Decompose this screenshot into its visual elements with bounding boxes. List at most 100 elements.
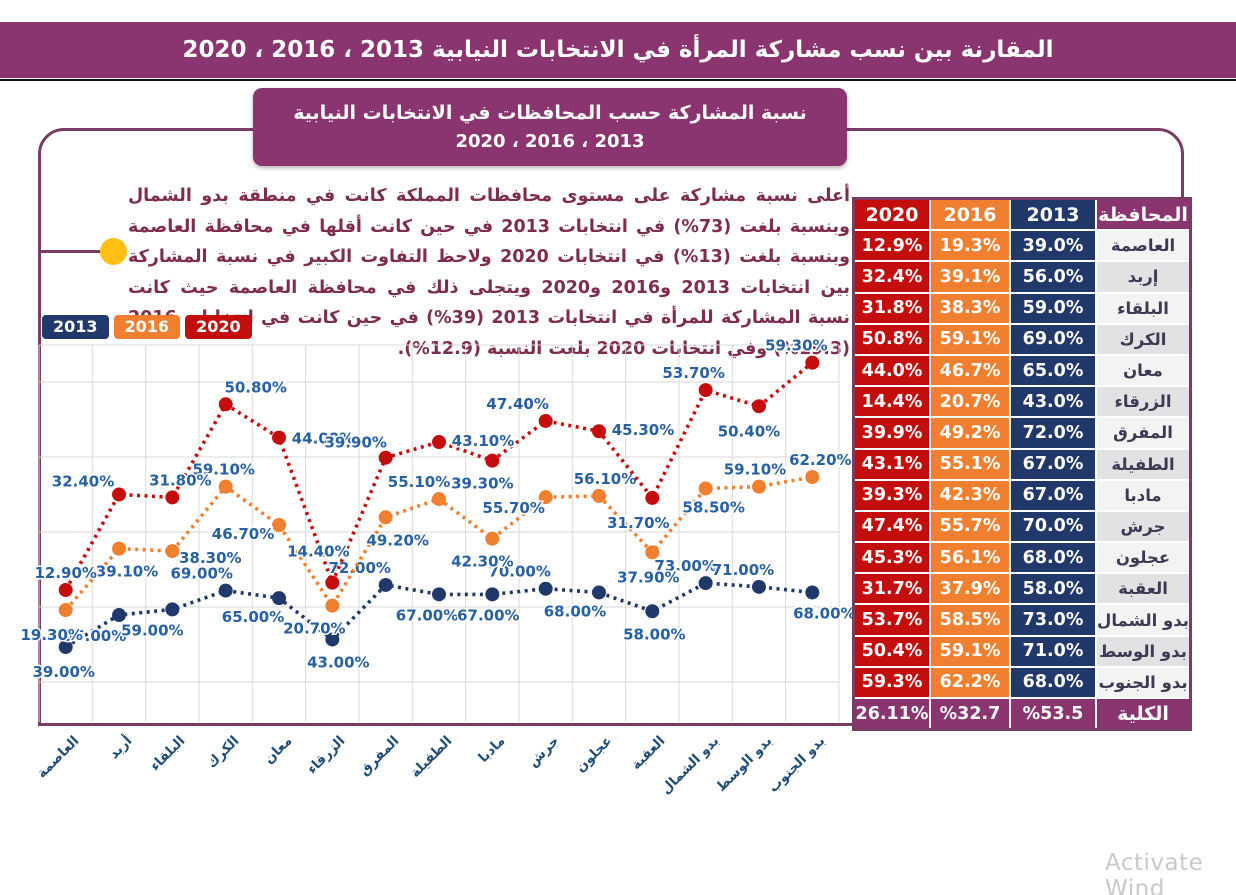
data-label-2020: 59.30% — [765, 337, 827, 355]
data-point-2020 — [751, 399, 766, 414]
annotation-paragraph: أعلى نسبة مشاركة على مستوى محافظات الممل… — [128, 186, 851, 359]
data-point-2016 — [165, 544, 180, 559]
data-label-2020: 12.90% — [34, 564, 96, 582]
data-label-2020: 31.70% — [607, 514, 669, 532]
data-point-2020 — [272, 430, 287, 445]
table-cell-gov: الزرقاء — [1097, 387, 1189, 417]
table-cell-gov: بدو الجنوب — [1097, 667, 1189, 697]
data-label-2016: 59.10% — [724, 461, 786, 479]
table-cell-gov: البلقاء — [1097, 293, 1189, 323]
data-point-2013 — [485, 587, 500, 602]
table-cell-y2020: 39.3% — [855, 480, 929, 510]
table-cell-y2013: 59.0% — [1011, 293, 1095, 323]
data-label-2016: 55.10% — [388, 473, 450, 491]
data-label-2016: 49.20% — [366, 531, 428, 549]
data-point-2013 — [538, 581, 553, 596]
table-cell-y2013: 39.0% — [1011, 231, 1095, 261]
legend-chip-2013: 2013 — [42, 315, 109, 339]
data-label-2016: 19.30% — [20, 626, 82, 644]
data-label-2013: 72.00% — [328, 559, 390, 577]
data-label-2016: 55.70% — [482, 499, 544, 517]
table-cell-y2013: 72.0% — [1011, 418, 1095, 448]
table-cell-y2013: 69.0% — [1011, 324, 1095, 354]
data-point-2020 — [645, 490, 660, 505]
data-label-2013: 43.00% — [307, 653, 369, 671]
data-point-2020 — [698, 383, 713, 398]
table-cell-y2016: 37.9% — [931, 574, 1009, 604]
table-cell-gov: مادبا — [1097, 480, 1189, 510]
table-cell-y2016: 19.3% — [931, 231, 1009, 261]
data-point-2016 — [325, 598, 340, 613]
data-point-2013 — [165, 602, 180, 617]
data-label-2016: 38.30% — [179, 549, 241, 567]
data-point-2013 — [378, 577, 393, 592]
table-cell-y2020: 31.7% — [855, 574, 929, 604]
data-point-2020 — [805, 355, 820, 370]
data-point-2020 — [218, 397, 233, 412]
data-point-2016 — [378, 510, 393, 525]
data-point-2020 — [592, 424, 606, 439]
table-cell-y2020: 39.9% — [855, 418, 929, 448]
data-label-2020: 50.80% — [224, 378, 286, 396]
line-chart: 39.00% 56.00%59.00% 69.00% 65.00% 43.00% 72.0… — [19, 335, 857, 722]
table-cell-y2020: 45.3% — [855, 543, 929, 573]
data-point-2016 — [485, 531, 500, 546]
table-cell-gov: معان — [1097, 355, 1189, 386]
data-point-2013 — [592, 585, 606, 600]
page-title-bar: المقارنة بين نسب مشاركة المرأة في الانتخ… — [0, 22, 1236, 78]
data-point-2016 — [538, 490, 553, 505]
data-label-2013: 65.00% — [222, 608, 284, 626]
activate-windows-watermark: Activate Wind Go to Settings to a — [1105, 850, 1236, 895]
table-cell-gov: المفرق — [1097, 418, 1189, 448]
data-point-2020 — [485, 453, 500, 468]
data-point-2013 — [805, 585, 820, 600]
table-cell-y2020: 43.1% — [855, 449, 929, 479]
legend-chip-2016: 2016 — [113, 315, 181, 339]
data-label-2020: 14.40% — [287, 543, 349, 561]
data-label-2020: 47.40% — [486, 395, 548, 413]
data-point-2013 — [58, 640, 73, 654]
table-cell-y2020: 59.3% — [855, 667, 929, 697]
data-label-2016: 20.70% — [283, 620, 345, 638]
data-point-2013 — [325, 632, 340, 647]
data-label-2013: 67.00% — [457, 606, 519, 624]
data-point-2016 — [805, 470, 820, 485]
chart-title-box: نسبة المشاركة حسب المحافظات في الانتخابا… — [253, 88, 847, 166]
data-point-2016 — [592, 488, 606, 503]
table-cell-y2020: 47.4% — [855, 511, 929, 542]
chart-title-line1: نسبة المشاركة حسب المحافظات في الانتخابا… — [293, 102, 807, 124]
data-label-2020: 31.80% — [149, 471, 211, 489]
data-point-2013 — [272, 591, 287, 606]
data-label-2016: 58.50% — [682, 498, 744, 516]
data-point-2013 — [218, 583, 233, 598]
data-label-2013: 68.00% — [544, 602, 606, 620]
table-cell-y2013: 71.0% — [1011, 636, 1095, 666]
table-cell-gov: عجلون — [1097, 543, 1189, 573]
table-header-y2020: 2020 — [855, 200, 929, 230]
chart-title-line2: 2013 ، 2016 ، 2020 — [455, 131, 645, 152]
table-cell-y2016: 46.7% — [931, 355, 1009, 386]
page-title: المقارنة بين نسب مشاركة المرأة في الانتخ… — [182, 37, 1054, 63]
table-cell-gov: بدو الوسط — [1097, 636, 1189, 666]
table-cell-y2013: 43.0% — [1011, 387, 1095, 417]
data-label-2013: 70.00% — [488, 563, 550, 581]
data-label-2020: 44.00% — [292, 430, 354, 448]
data-point-2020 — [165, 490, 180, 505]
title-divider — [0, 79, 1236, 81]
table-cell-y2016: 42.3% — [931, 480, 1009, 510]
legend-chip-2020: 2020 — [185, 315, 252, 339]
data-point-2020 — [325, 575, 340, 590]
data-label-2013: 59.00% — [121, 621, 183, 639]
data-point-2020 — [378, 450, 393, 465]
table-header-gov: المحافظة — [1097, 200, 1189, 230]
data-point-2016 — [432, 492, 447, 507]
data-point-2016 — [218, 479, 233, 494]
table-cell-y2013: 68.0% — [1011, 667, 1095, 697]
data-label-2016: 37.90% — [617, 568, 679, 586]
table-total-y2016: %32.7 — [931, 699, 1009, 729]
table-cell-gov: الكرك — [1097, 324, 1189, 354]
table-total-y2020: 26.11% — [855, 699, 929, 729]
data-label-2013: 71.00% — [712, 561, 774, 579]
table-cell-y2016: 58.5% — [931, 605, 1009, 635]
